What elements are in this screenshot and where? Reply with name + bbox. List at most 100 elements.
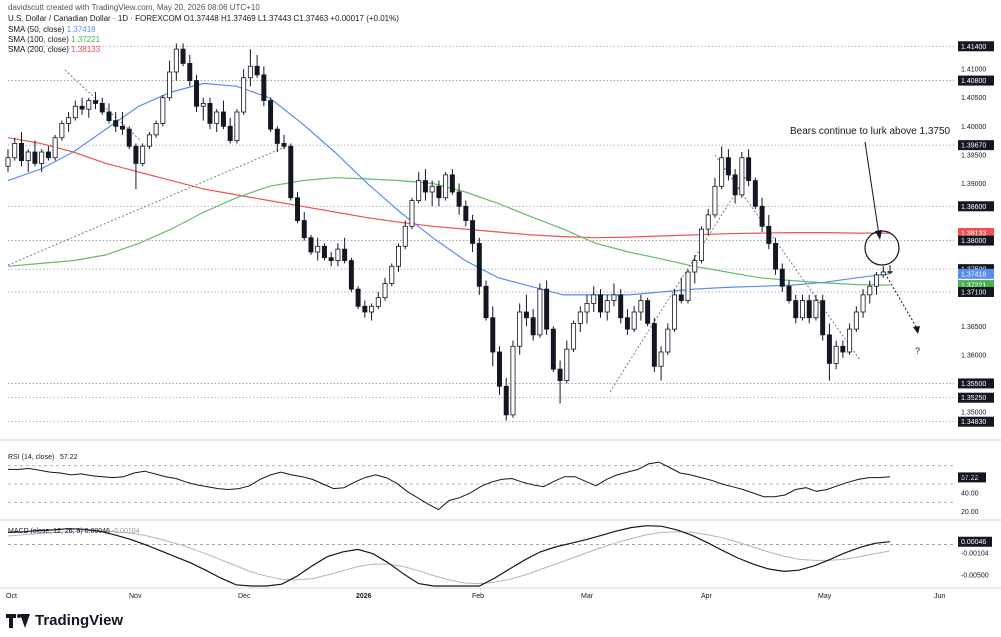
candle[interactable] xyxy=(705,209,711,235)
candle[interactable] xyxy=(860,289,866,318)
candle[interactable] xyxy=(416,172,422,204)
candle[interactable] xyxy=(288,143,294,201)
candle[interactable] xyxy=(867,280,873,304)
candle[interactable] xyxy=(422,169,428,201)
candle[interactable] xyxy=(550,326,556,372)
candle[interactable] xyxy=(133,143,139,190)
candle[interactable] xyxy=(490,306,496,367)
candle[interactable] xyxy=(598,289,603,318)
candle[interactable] xyxy=(45,146,51,161)
candle[interactable] xyxy=(786,280,792,304)
candle[interactable] xyxy=(874,272,880,295)
candle[interactable] xyxy=(638,294,644,321)
candle[interactable] xyxy=(254,54,260,78)
candle[interactable] xyxy=(618,289,624,324)
candle[interactable] xyxy=(443,172,449,201)
candle[interactable] xyxy=(220,100,226,130)
candle[interactable] xyxy=(261,66,267,107)
candle[interactable] xyxy=(813,294,819,321)
candle[interactable] xyxy=(685,269,691,304)
price-label-badge[interactable] xyxy=(958,41,994,52)
candle[interactable] xyxy=(99,97,105,115)
candle[interactable] xyxy=(140,143,146,167)
tradingview-logo[interactable]: TradingView xyxy=(6,612,123,629)
candle[interactable] xyxy=(887,265,893,275)
candle[interactable] xyxy=(833,340,839,370)
candle[interactable] xyxy=(793,294,799,324)
candle[interactable] xyxy=(645,297,651,327)
time-axis[interactable]: Oct Nov Dec 2026 Feb Mar Apr May Jun xyxy=(6,593,945,600)
candle[interactable] xyxy=(72,100,78,121)
candles[interactable] xyxy=(5,43,893,421)
candle[interactable] xyxy=(725,149,731,181)
candle[interactable] xyxy=(167,60,173,101)
candle[interactable] xyxy=(853,306,859,332)
candle[interactable] xyxy=(752,177,758,210)
candle[interactable] xyxy=(476,237,482,295)
candle[interactable] xyxy=(32,140,38,167)
candle[interactable] xyxy=(692,254,698,284)
candle[interactable] xyxy=(678,277,684,304)
candle[interactable] xyxy=(544,280,550,335)
candle[interactable] xyxy=(799,294,805,321)
candle[interactable] xyxy=(517,303,523,355)
candle[interactable] xyxy=(840,340,846,358)
price-label-badge[interactable] xyxy=(958,287,994,297)
price-label-badge[interactable] xyxy=(958,227,994,238)
candle[interactable] xyxy=(759,197,765,232)
candle[interactable] xyxy=(409,197,415,230)
candle[interactable] xyxy=(382,277,388,301)
candle[interactable] xyxy=(301,212,307,241)
candle[interactable] xyxy=(510,340,516,418)
price-label-badge[interactable] xyxy=(958,416,994,427)
price-label-badge[interactable] xyxy=(958,201,994,212)
candle[interactable] xyxy=(826,323,832,381)
candle[interactable] xyxy=(207,97,213,130)
candle[interactable] xyxy=(86,97,92,118)
candle[interactable] xyxy=(247,49,253,87)
macd-pane[interactable]: MACD (close, 12, 26, 9) 0.00046 -0.00104… xyxy=(7,525,992,587)
candle[interactable] xyxy=(355,286,361,310)
candle[interactable] xyxy=(126,126,132,150)
candle[interactable] xyxy=(624,309,630,335)
candle[interactable] xyxy=(281,134,287,150)
candle[interactable] xyxy=(463,200,469,227)
candle[interactable] xyxy=(402,220,408,250)
candle[interactable] xyxy=(335,243,341,267)
candle[interactable] xyxy=(160,94,166,127)
candle[interactable] xyxy=(52,134,58,161)
candle[interactable] xyxy=(436,180,442,207)
candle[interactable] xyxy=(12,137,18,161)
candle[interactable] xyxy=(173,43,179,81)
candle[interactable] xyxy=(577,306,583,332)
candle[interactable] xyxy=(396,243,401,272)
candle[interactable] xyxy=(180,43,186,67)
candle[interactable] xyxy=(113,112,119,132)
macd-value-badge[interactable] xyxy=(958,536,992,547)
sma50-legend[interactable]: SMA (50, close) 1.37418 xyxy=(8,25,96,34)
candle[interactable] xyxy=(820,294,826,341)
candle[interactable] xyxy=(274,126,280,152)
candle[interactable] xyxy=(59,120,65,141)
candle[interactable] xyxy=(604,294,610,321)
candle[interactable] xyxy=(503,377,509,421)
candle[interactable] xyxy=(119,112,125,135)
candle[interactable] xyxy=(732,169,738,204)
candle[interactable] xyxy=(268,97,274,132)
candle[interactable] xyxy=(584,294,590,324)
candle[interactable] xyxy=(5,149,11,172)
rsi-value-badge[interactable] xyxy=(958,472,986,483)
candle[interactable] xyxy=(227,117,233,144)
candle[interactable] xyxy=(712,177,718,218)
candle[interactable] xyxy=(773,237,779,275)
candle[interactable] xyxy=(362,300,368,318)
candle[interactable] xyxy=(530,309,536,341)
symbol-line[interactable]: U.S. Dollar / Canadian Dollar · 1D · FOR… xyxy=(8,14,399,23)
candle[interactable] xyxy=(146,132,152,150)
price-label-badge[interactable] xyxy=(958,268,994,279)
candle[interactable] xyxy=(449,169,455,195)
candle[interactable] xyxy=(106,103,112,124)
candle[interactable] xyxy=(779,263,785,292)
candle[interactable] xyxy=(200,97,206,121)
